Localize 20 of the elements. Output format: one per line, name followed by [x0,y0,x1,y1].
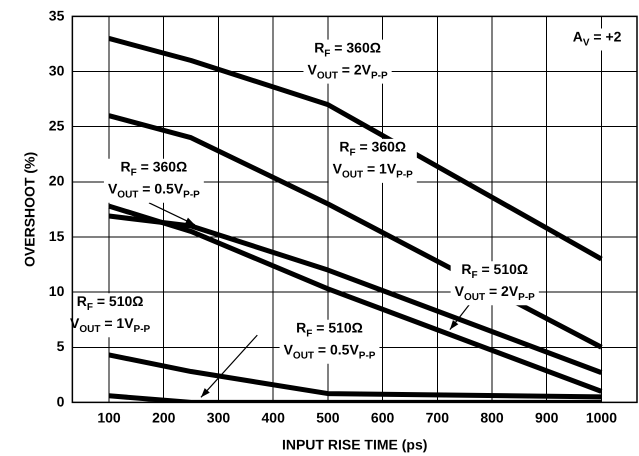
x-axis-title: INPUT RISE TIME (ps) [282,436,428,452]
x-tick-label: 100 [97,410,121,426]
x-tick-label: 900 [535,410,559,426]
y-tick-label: 0 [56,393,65,410]
x-tick-label: 200 [152,410,176,426]
y-tick-label: 25 [48,118,65,134]
y-tick-label: 15 [48,228,65,244]
y-axis-title: OVERSHOOT (%) [21,152,38,267]
x-tick-label: 1000 [586,410,618,426]
x-tick-label: 500 [316,410,340,426]
x-tick-label: 400 [261,410,286,426]
x-tick-label: 700 [426,410,450,426]
x-tick-label: 600 [370,410,394,426]
x-tick-label: 800 [480,410,504,426]
y-tick-label: 35 [48,7,65,24]
y-tick-label: 10 [48,282,65,299]
x-tick-label: 300 [206,410,230,426]
y-tick-label: 20 [48,172,65,189]
y-tick-label: 5 [56,338,65,354]
y-tick-label: 30 [48,62,65,78]
